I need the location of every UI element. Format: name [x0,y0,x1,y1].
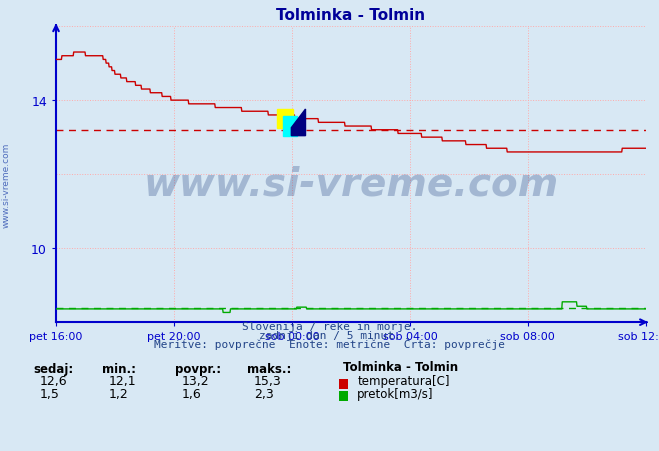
Text: 2,3: 2,3 [254,387,273,400]
Text: 12,1: 12,1 [109,374,136,387]
Text: pretok[m3/s]: pretok[m3/s] [357,387,434,400]
Text: Meritve: povprečne  Enote: metrične  Črta: povprečje: Meritve: povprečne Enote: metrične Črta:… [154,337,505,349]
Text: 13,2: 13,2 [181,374,209,387]
Text: Tolminka - Tolmin: Tolminka - Tolmin [343,360,458,373]
Text: Slovenija / reke in morje.: Slovenija / reke in morje. [242,321,417,331]
Text: 1,5: 1,5 [40,387,59,400]
Polygon shape [291,110,306,136]
Bar [283,116,297,136]
Text: 15,3: 15,3 [254,374,281,387]
Text: maks.:: maks.: [247,362,291,375]
Text: 1,6: 1,6 [181,387,201,400]
Text: zadnji dan / 5 minut.: zadnji dan / 5 minut. [258,330,401,340]
Text: sedaj:: sedaj: [33,362,73,375]
Text: povpr.:: povpr.: [175,362,221,375]
Text: temperatura[C]: temperatura[C] [357,374,449,387]
Title: Tolminka - Tolmin: Tolminka - Tolmin [276,8,426,23]
Text: www.si-vreme.com: www.si-vreme.com [143,165,559,202]
Bar [277,110,293,129]
Text: min.:: min.: [102,362,136,375]
Text: 1,2: 1,2 [109,387,129,400]
Text: 12,6: 12,6 [40,374,67,387]
Text: www.si-vreme.com: www.si-vreme.com [2,143,11,227]
